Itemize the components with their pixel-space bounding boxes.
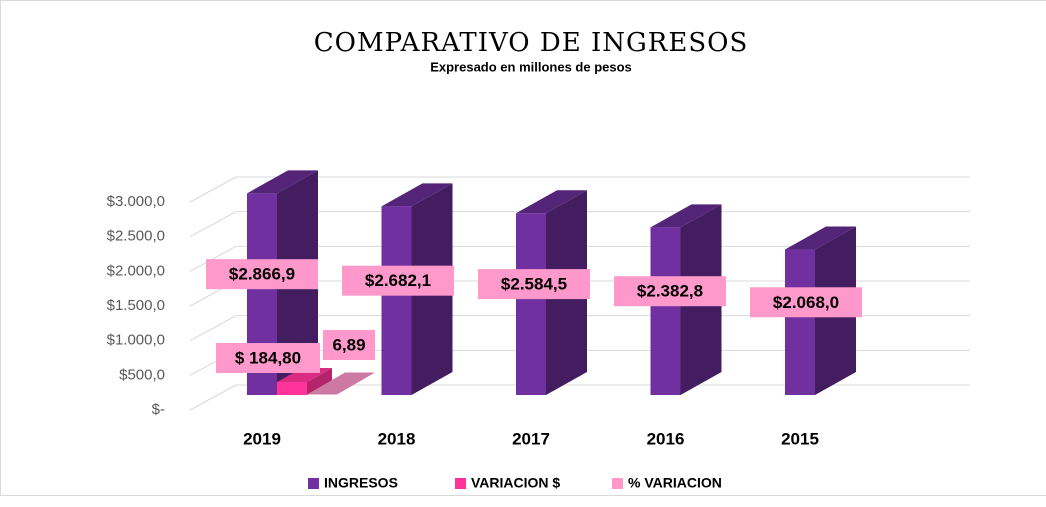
bar	[277, 382, 307, 395]
y-tick-label: $500,0	[119, 366, 165, 383]
x-tick-label: 2016	[647, 429, 685, 448]
y-tick-label: $1.500,0	[107, 297, 165, 314]
data-label-box	[478, 269, 590, 300]
legend-swatch	[455, 478, 466, 489]
bar-top	[516, 190, 587, 214]
data-label-box	[614, 276, 726, 307]
x-tick-label: 2017	[512, 429, 550, 448]
bar-top	[381, 183, 453, 207]
legend-label: INGRESOS	[324, 475, 398, 491]
data-label-box	[323, 330, 375, 360]
data-label: $ 184,80	[235, 348, 301, 367]
data-label: $2.068,0	[773, 293, 839, 312]
data-label-box	[216, 343, 320, 373]
y-tick-label: $1.000,0	[107, 332, 165, 349]
grid-line	[189, 245, 970, 272]
grid-line	[189, 315, 970, 342]
x-tick-label: 2015	[781, 429, 819, 448]
y-tick-label: $2.000,0	[107, 262, 165, 279]
grid-line	[189, 176, 970, 203]
bar-flat	[307, 372, 375, 395]
bar-top	[247, 170, 318, 194]
data-label: $2.584,5	[501, 275, 567, 294]
chart-title: COMPARATIVO DE INGRESOS	[314, 28, 749, 58]
legend-label: VARIACION $	[471, 475, 560, 491]
data-label-box	[206, 259, 318, 290]
y-tick-label: $3.000,0	[107, 193, 165, 210]
data-label: $2.682,1	[365, 271, 431, 290]
bar	[381, 206, 412, 395]
data-label-box	[750, 287, 862, 318]
grid-line	[189, 211, 970, 238]
legend-swatch	[612, 478, 623, 489]
bar-top	[650, 204, 722, 228]
data-label: 6,89	[332, 335, 365, 354]
data-label-box	[342, 265, 454, 296]
legend-swatch	[308, 478, 319, 489]
data-label: $2.382,8	[637, 282, 703, 301]
bar-side	[307, 368, 332, 395]
bar	[516, 213, 546, 395]
x-tick-label: 2018	[378, 429, 416, 448]
y-tick-label: $2.500,0	[107, 228, 165, 245]
chart-frame	[0, 0, 1046, 496]
grid-line	[189, 384, 970, 411]
y-tick-label: $-	[152, 401, 165, 418]
bar	[650, 227, 681, 395]
bar-top	[785, 226, 856, 250]
data-label: $2.866,9	[229, 265, 295, 284]
bar	[785, 249, 815, 395]
chart-subtitle: Expresado en millones de pesos	[430, 59, 632, 74]
legend-label: % VARIACION	[628, 475, 722, 491]
x-tick-label: 2019	[243, 429, 281, 448]
